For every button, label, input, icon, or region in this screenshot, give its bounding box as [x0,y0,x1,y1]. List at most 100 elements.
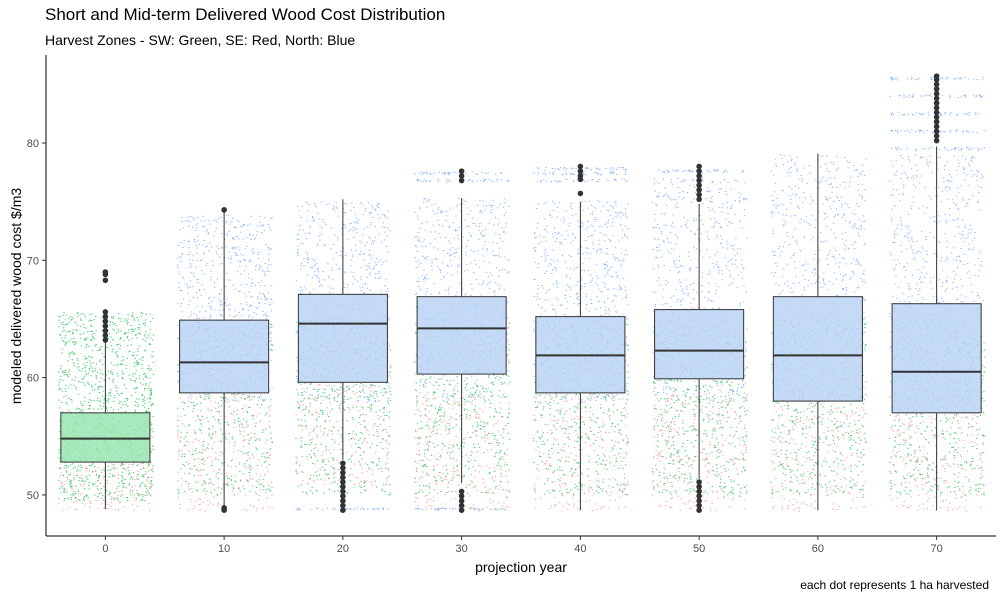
boxes-layer [60,73,982,513]
outlier-70-14 [933,73,940,79]
outlier-0-6 [102,309,109,315]
outlier-70-6 [933,109,940,116]
outlier-50-7 [696,196,702,203]
se-points-60 [770,393,867,512]
x-tick-label-40: 40 [574,543,586,555]
outlier-0-9 [102,269,109,275]
outlier-30-6 [458,173,465,179]
x-tick-label-30: 30 [456,543,468,555]
jitter-points-layer [57,76,986,512]
outlier-70-11 [933,86,940,92]
x-tick-label-60: 60 [812,543,824,555]
outlier-50-9 [696,187,702,193]
box-20 [297,199,388,513]
outlier-70-0 [933,137,940,144]
y-tick-label-70: 70 [27,255,39,267]
outlier-20-0 [340,507,346,513]
outlier-0-4 [102,318,109,325]
outlier-70-9 [933,95,940,102]
outlier-50-8 [696,191,702,198]
y-tick-label-80: 80 [27,138,39,150]
outlier-50-11 [696,177,702,184]
box-body-60 [772,296,863,402]
outlier-70-1 [933,133,940,139]
se-points-50 [651,394,748,512]
y-axis-title: modeled delivered wood cost $/m3 [8,188,24,405]
outlier-30-7 [458,168,465,174]
outlier-70-12 [933,81,940,88]
box-50 [654,163,745,513]
outlier-70-3 [933,123,940,130]
outlier-0-2 [102,327,109,334]
outlier-10-2 [221,207,227,213]
se-points-40 [533,393,629,512]
box-60 [772,153,863,511]
outlier-20-3 [340,493,346,499]
box-body-0 [60,412,151,463]
outlier-40-3 [577,168,584,174]
box-body-10 [179,319,270,394]
outlier-20-9 [340,465,346,471]
box-70 [891,73,982,511]
se-points-70 [889,394,985,512]
outlier-30-3 [458,493,465,499]
outlier-20-5 [340,483,346,490]
outlier-30-5 [458,177,465,184]
se-points-30 [414,394,511,512]
outlier-0-5 [102,313,109,320]
outlier-50-0 [696,507,702,513]
outlier-50-4 [696,488,702,495]
outlier-50-1 [696,502,702,509]
x-tick-label-0: 0 [102,543,108,555]
outlier-50-6 [696,479,702,485]
x-axis-title: projection year [475,559,567,575]
x-tick-label-20: 20 [337,543,349,555]
y-tick-label-50: 50 [27,490,39,502]
outlier-50-3 [696,493,702,499]
outlier-20-4 [340,488,346,495]
box-40 [535,163,626,511]
outlier-20-2 [340,498,346,504]
box-body-70 [891,303,982,414]
box-body-30 [416,296,507,375]
x-tick-label-50: 50 [693,543,705,555]
outlier-20-6 [340,479,346,485]
axes-layer: 50 60 70 80 0 10 20 30 40 50 60 70 [27,55,996,555]
se-points-10 [177,393,273,512]
se-points-20 [295,368,391,486]
outlier-50-14 [696,163,702,170]
box-body-20 [297,293,388,383]
outlier-70-2 [933,128,940,135]
outlier-30-0 [458,507,465,513]
box-body-50 [654,309,745,380]
outlier-70-7 [933,104,940,111]
outlier-50-2 [696,498,702,504]
outlier-20-7 [340,474,346,481]
outlier-40-0 [577,190,584,197]
outlier-10-1 [221,505,227,511]
outlier-30-2 [458,498,465,504]
chart-title: Short and Mid-term Delivered Wood Cost D… [45,5,446,24]
outlier-20-8 [340,469,346,476]
outlier-50-13 [696,168,702,174]
x-tick-label-10: 10 [218,543,230,555]
outlier-0-1 [102,332,109,339]
outlier-40-2 [577,173,584,179]
outlier-0-3 [102,323,109,329]
box-0 [60,269,151,510]
outlier-50-12 [696,173,702,179]
outlier-70-5 [933,114,940,120]
box-30 [416,168,507,513]
x-tick-label-70: 70 [931,543,943,555]
outlier-20-10 [340,460,346,467]
outlier-50-5 [696,483,702,490]
outlier-30-1 [458,502,465,509]
outlier-40-4 [577,163,584,170]
outlier-0-7 [102,277,109,284]
y-tick-label-60: 60 [27,373,39,385]
jitter-group-50 [651,169,748,512]
outlier-0-0 [102,337,109,343]
chart-caption: each dot represents 1 ha harvested [800,578,989,592]
outlier-50-10 [696,182,702,189]
